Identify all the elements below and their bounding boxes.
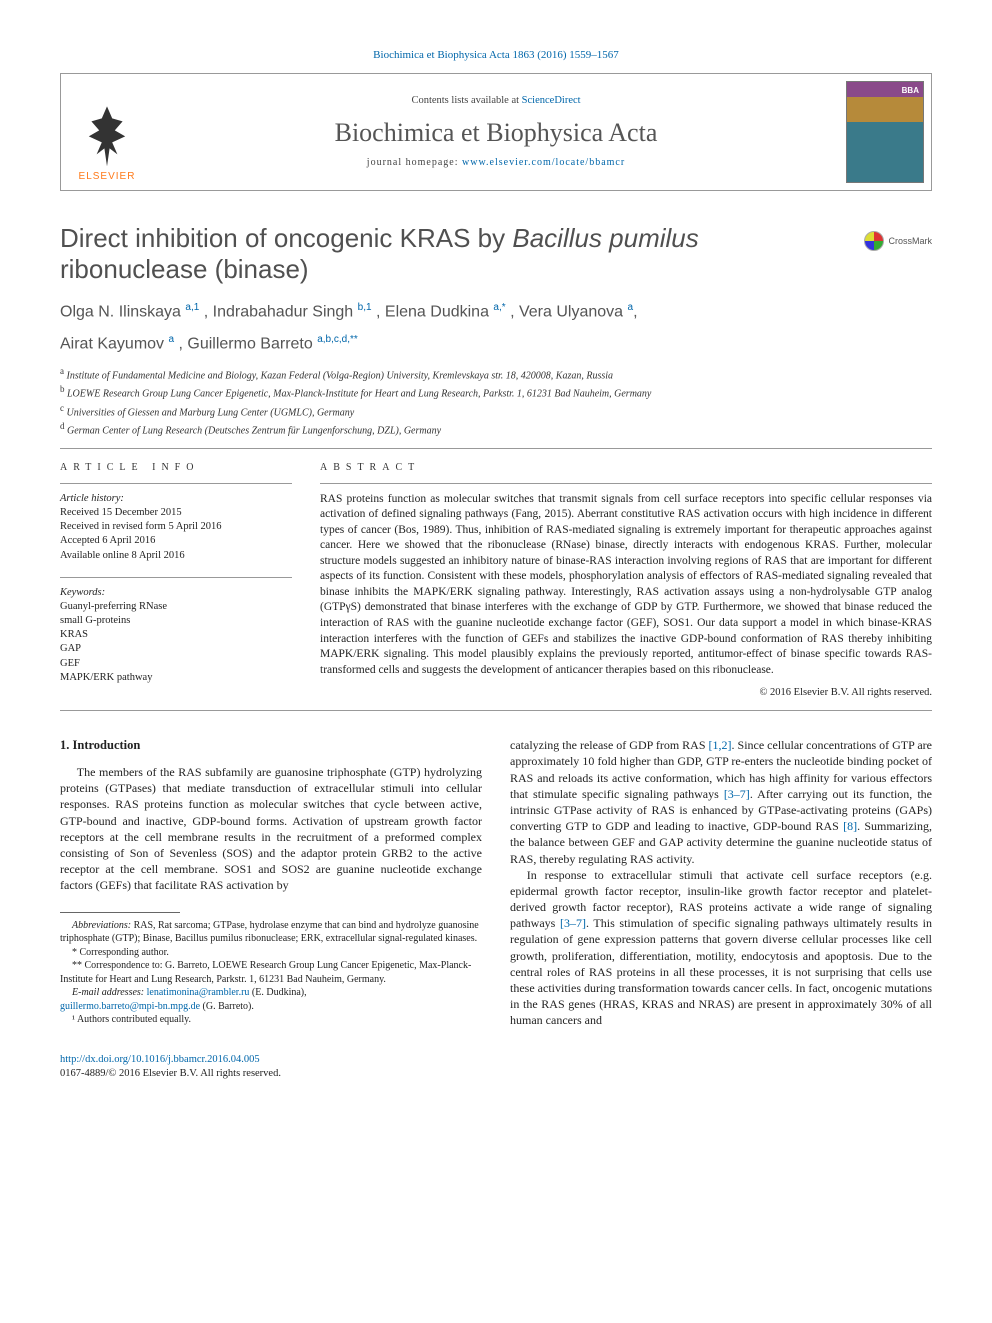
keyword: Guanyl-preferring RNase xyxy=(60,600,292,614)
author-sup[interactable]: a,1 xyxy=(185,302,199,313)
title-italic: Bacillus pumilus xyxy=(512,223,698,253)
keyword: GEF xyxy=(60,657,292,671)
abstract-body: RAS proteins function as molecular switc… xyxy=(320,492,932,678)
cover-mark: BBA xyxy=(902,86,919,97)
author-sup[interactable]: b,1 xyxy=(358,302,372,313)
history-item: Received in revised form 5 April 2016 xyxy=(60,520,292,534)
affiliation-b: LOEWE Research Group Lung Cancer Epigene… xyxy=(67,389,651,400)
title-part-1: Direct inhibition of oncogenic KRAS by xyxy=(60,223,512,253)
text-run: . This stimulation of specific signaling… xyxy=(510,916,932,1027)
ref-link[interactable]: [8] xyxy=(843,819,857,833)
divider xyxy=(60,483,292,484)
email-label: E-mail addresses: xyxy=(72,987,147,998)
affiliations: a Institute of Fundamental Medicine and … xyxy=(60,365,932,438)
email-who-2: (G. Barreto). xyxy=(200,1001,254,1012)
body-columns: 1. Introduction The members of the RAS s… xyxy=(60,737,932,1028)
journal-name: Biochimica et Biophysica Acta xyxy=(153,115,839,150)
author: , Vera Ulyanova xyxy=(510,304,627,321)
issn-line: 0167-4889/© 2016 Elsevier B.V. All right… xyxy=(60,1067,932,1081)
author: , Indrabahadur Singh xyxy=(204,304,358,321)
footnote-star2: ** Correspondence to: G. Barreto, LOEWE … xyxy=(60,959,482,986)
author: , Elena Dudkina xyxy=(376,304,493,321)
intro-p1: The members of the RAS subfamily are gua… xyxy=(60,764,482,894)
footnote-equal: ¹ Authors contributed equally. xyxy=(60,1013,482,1027)
section-heading: 1. Introduction xyxy=(60,737,482,754)
abstract-copyright: © 2016 Elsevier B.V. All rights reserved… xyxy=(320,686,932,700)
sciencedirect-link[interactable]: ScienceDirect xyxy=(522,95,581,106)
abstract-heading: abstract xyxy=(320,461,932,475)
history-item: Accepted 6 April 2016 xyxy=(60,534,292,548)
divider xyxy=(60,448,932,449)
contents-prefix: Contents lists available at xyxy=(411,95,521,106)
article-info-heading: article info xyxy=(60,461,292,475)
history-label: Article history: xyxy=(60,492,292,506)
header-center: Contents lists available at ScienceDirec… xyxy=(153,74,839,190)
email-who-1: (E. Dudkina), xyxy=(249,987,306,998)
ref-link[interactable]: [3–7] xyxy=(560,916,586,930)
journal-cover: BBA xyxy=(839,74,931,190)
authors-line-2: Airat Kayumov a , Guillermo Barreto a,b,… xyxy=(60,333,932,355)
divider xyxy=(320,483,932,484)
ref-link[interactable]: [3–7] xyxy=(724,787,750,801)
affiliation-d: German Center of Lung Research (Deutsche… xyxy=(67,425,441,436)
keyword: GAP xyxy=(60,642,292,656)
article-title: Direct inhibition of oncogenic KRAS by B… xyxy=(60,223,800,285)
journal-header: ELSEVIER Contents lists available at Sci… xyxy=(60,73,932,191)
homepage-prefix: journal homepage: xyxy=(367,157,462,168)
doi-block: http://dx.doi.org/10.1016/j.bbamcr.2016.… xyxy=(60,1053,932,1081)
author-sep: , xyxy=(633,304,637,321)
publisher-logo: ELSEVIER xyxy=(61,74,153,190)
author-sup[interactable]: a xyxy=(168,334,174,345)
history-item: Received 15 December 2015 xyxy=(60,506,292,520)
crossmark-label: CrossMark xyxy=(888,235,932,247)
keyword: MAPK/ERK pathway xyxy=(60,671,292,685)
elsevier-tree-icon xyxy=(81,106,133,166)
ref-link[interactable]: [1,2] xyxy=(709,738,732,752)
author: , Guillermo Barreto xyxy=(179,335,318,352)
crossmark-icon xyxy=(864,231,884,251)
author: Airat Kayumov xyxy=(60,335,168,352)
abbrev-label: Abbreviations: xyxy=(72,920,131,931)
intro-p3: In response to extracellular stimuli tha… xyxy=(510,867,932,1029)
divider xyxy=(60,577,292,578)
history-item: Available online 8 April 2016 xyxy=(60,549,292,563)
author: Olga N. Ilinskaya xyxy=(60,304,185,321)
divider xyxy=(60,710,932,711)
citation-link[interactable]: Biochimica et Biophysica Acta 1863 (2016… xyxy=(373,49,619,61)
abstract-column: abstract RAS proteins function as molecu… xyxy=(320,461,932,700)
crossmark-badge[interactable]: CrossMark xyxy=(864,231,932,251)
author-sup[interactable]: a,b,c,d,** xyxy=(317,334,358,345)
doi-link[interactable]: http://dx.doi.org/10.1016/j.bbamcr.2016.… xyxy=(60,1054,260,1065)
footnotes: Abbreviations: RAS, Rat sarcoma; GTPase,… xyxy=(60,919,482,1027)
keyword: KRAS xyxy=(60,628,292,642)
affiliation-a: Institute of Fundamental Medicine and Bi… xyxy=(67,370,614,381)
authors-line-1: Olga N. Ilinskaya a,1 , Indrabahadur Sin… xyxy=(60,301,932,323)
title-part-2: ribonuclease (binase) xyxy=(60,254,309,284)
text-run: catalyzing the release of GDP from RAS xyxy=(510,738,709,752)
keywords-label: Keywords: xyxy=(60,586,292,600)
article-info-column: article info Article history: Received 1… xyxy=(60,461,292,700)
publisher-brand: ELSEVIER xyxy=(79,170,136,184)
intro-p2: catalyzing the release of GDP from RAS [… xyxy=(510,737,932,867)
author-sup[interactable]: a,* xyxy=(493,302,505,313)
affiliation-c: Universities of Giessen and Marburg Lung… xyxy=(67,407,355,418)
keyword: small G-proteins xyxy=(60,614,292,628)
email-link-1[interactable]: lenatimonina@rambler.ru xyxy=(147,987,250,998)
footnote-star1: * Corresponding author. xyxy=(60,946,482,960)
cover-thumb-icon: BBA xyxy=(846,81,924,183)
email-link-2[interactable]: guillermo.barreto@mpi-bn.mpg.de xyxy=(60,1001,200,1012)
journal-homepage-link[interactable]: www.elsevier.com/locate/bbamcr xyxy=(462,157,625,168)
footnote-divider xyxy=(60,912,180,913)
